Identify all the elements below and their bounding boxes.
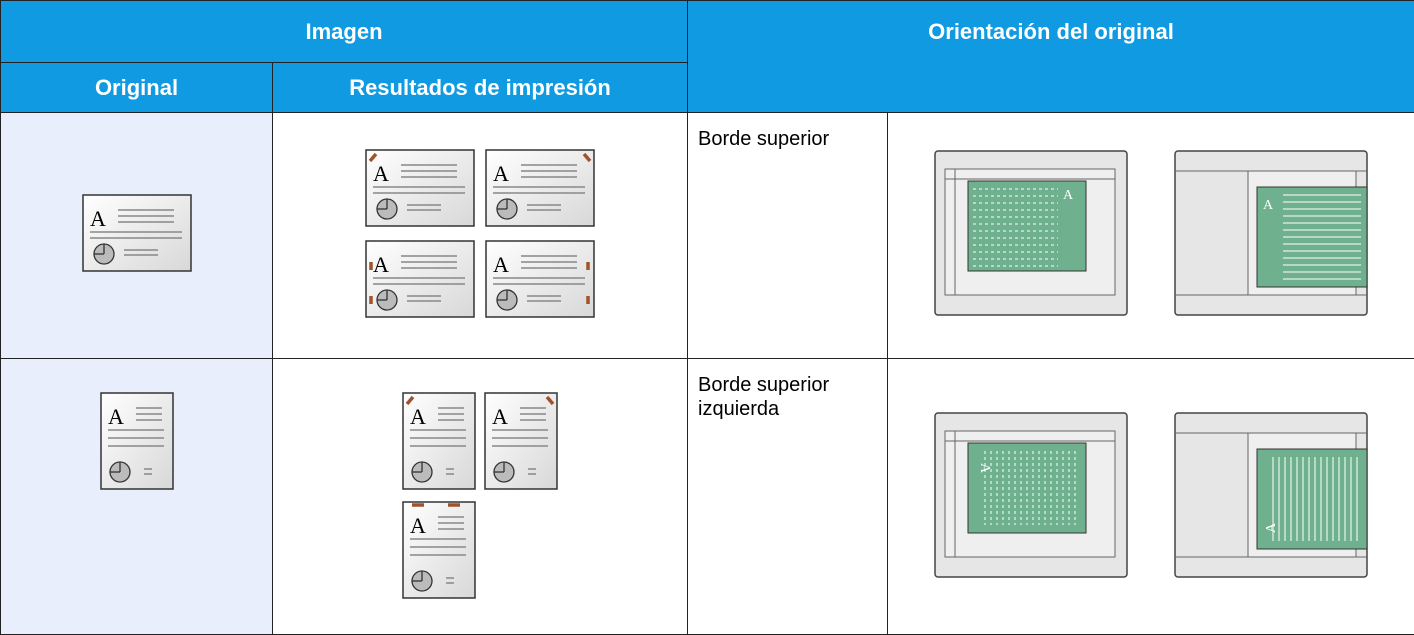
icon-letter: A xyxy=(108,404,124,429)
header-imagen: Imagen xyxy=(0,0,688,63)
illustration-part xyxy=(365,148,475,227)
icon-letter: A xyxy=(493,252,509,277)
illustration-part xyxy=(368,152,378,162)
illustration-part: A xyxy=(934,150,1128,316)
original-cell: A xyxy=(0,112,273,359)
illustration-part: A xyxy=(99,392,174,490)
icon-letter: A xyxy=(493,161,509,186)
illustration-part: A xyxy=(1174,412,1368,578)
icon-letter: A xyxy=(410,404,426,429)
header-orientation: Orientación del original xyxy=(687,0,1414,113)
illustration-part xyxy=(545,395,555,406)
illustration-part xyxy=(405,395,415,406)
illustration-part: A xyxy=(484,392,558,490)
orientation-cell: A A xyxy=(887,358,1414,635)
icon-letter: A xyxy=(1263,198,1274,213)
icon-letter: A xyxy=(977,463,992,474)
original-cell: A xyxy=(0,358,273,635)
illustration-part: A xyxy=(485,148,595,227)
icon-letter: A xyxy=(1264,522,1279,533)
icon-letter: A xyxy=(90,206,106,231)
icon-letter: A xyxy=(410,513,426,538)
illustration-part xyxy=(582,152,592,162)
icon-letter: A xyxy=(1063,188,1074,203)
icon-letter: A xyxy=(492,404,508,429)
results-cell: A A A A xyxy=(272,112,688,359)
illustration-part: A xyxy=(365,148,475,227)
icon-letter: A xyxy=(373,161,389,186)
header-results: Resultados de impresión xyxy=(272,62,688,113)
orientation-label: Borde superior xyxy=(687,112,888,359)
illustration-part: A xyxy=(402,392,476,490)
illustration-part: A xyxy=(81,194,192,272)
illustration-part: A xyxy=(485,239,595,318)
illustration-part: A xyxy=(402,501,476,599)
orientation-cell: A A xyxy=(887,112,1414,359)
header-original: Original xyxy=(0,62,273,113)
results-cell: A A A xyxy=(272,358,688,635)
illustration-part: A xyxy=(1174,150,1368,316)
illustration-part: A xyxy=(365,239,475,318)
icon-letter: A xyxy=(373,252,389,277)
illustration-part: A xyxy=(934,412,1128,578)
illustration-part xyxy=(1256,448,1368,550)
orientation-label: Borde superior izquierda xyxy=(687,358,888,635)
